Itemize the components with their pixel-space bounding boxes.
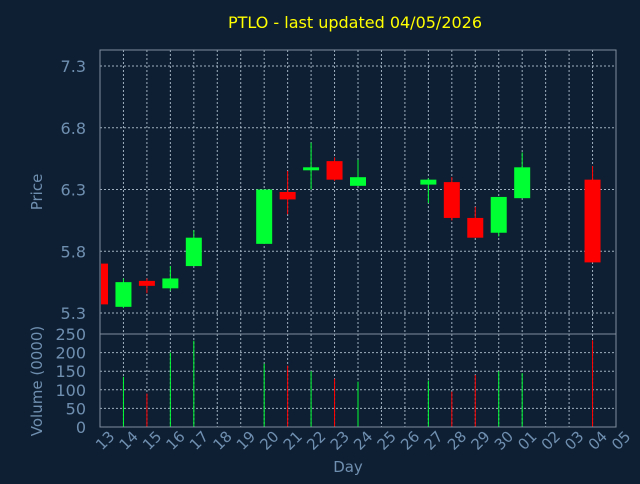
candle-body (115, 282, 132, 307)
candle-body (101, 263, 108, 305)
candle-body (256, 189, 273, 244)
volume-plot-frame (99, 333, 617, 428)
day-tick-label: 14 (116, 428, 142, 454)
day-tick-label: 19 (233, 428, 259, 454)
price-gridlines (100, 50, 616, 334)
candle-body (514, 167, 531, 199)
day-tick-label: 22 (303, 428, 329, 454)
price-tick-label: 5.3 (61, 304, 86, 323)
candle-body (443, 182, 460, 218)
day-tick-label: 17 (186, 428, 212, 454)
day-tick-label: 20 (256, 428, 282, 454)
volume-tick-label: 0 (76, 418, 86, 437)
candle-body (138, 280, 155, 286)
price-tick-labels: 5.3 5.8 6.3 6.8 7.3 (61, 57, 86, 323)
volume-tick-label: 100 (55, 381, 86, 400)
day-tick-label: 18 (209, 428, 235, 454)
volume-tick-label: 200 (55, 344, 86, 363)
day-tick-label: 04 (585, 428, 611, 454)
candle-body (420, 179, 437, 185)
day-tick-label: 13 (92, 428, 118, 454)
day-tick-labels: 1314151617181920212223242526272829300102… (92, 428, 634, 454)
price-tick-label: 7.3 (61, 57, 86, 76)
price-tick-label: 5.8 (61, 242, 86, 261)
x-axis-label: Day (333, 458, 363, 476)
day-tick-label: 27 (421, 428, 447, 454)
day-tick-label: 23 (327, 428, 353, 454)
candle-body (303, 167, 320, 171)
candle-body (467, 217, 484, 238)
candle-body (185, 237, 202, 267)
candle-body (279, 192, 296, 200)
price-axis-label: Price (28, 174, 46, 211)
day-tick-label: 05 (608, 428, 634, 454)
day-tick-label: 02 (538, 428, 564, 454)
volume-tick-label: 150 (55, 362, 86, 381)
candle-body (584, 179, 601, 263)
day-tick-label: 29 (467, 428, 493, 454)
price-tick-label: 6.8 (61, 119, 86, 138)
day-tick-label: 30 (491, 428, 517, 454)
day-tick-label: 03 (561, 428, 587, 454)
day-tick-label: 01 (514, 428, 540, 454)
price-tick-label: 6.3 (61, 181, 86, 200)
day-tick-label: 28 (444, 428, 470, 454)
candle-body (350, 177, 366, 186)
volume-bars (122, 340, 594, 427)
chart-title: PTLO - last updated 04/05/2026 (227, 13, 483, 32)
axis-labels: Price Volume (0000) Day (28, 174, 363, 476)
day-tick-label: 16 (163, 428, 189, 454)
volume-tick-label: 250 (55, 325, 86, 344)
candle-body (326, 161, 343, 180)
price-candles (99, 142, 601, 309)
day-tick-label: 15 (139, 428, 165, 454)
day-tick-label: 26 (397, 428, 423, 454)
candle-body (490, 196, 507, 233)
day-tick-label: 25 (374, 428, 400, 454)
volume-tick-label: 50 (66, 399, 86, 418)
volume-axis-label: Volume (0000) (28, 326, 46, 436)
candle-body (162, 278, 179, 289)
day-tick-label: 24 (350, 428, 376, 454)
day-tick-label: 21 (280, 428, 306, 454)
